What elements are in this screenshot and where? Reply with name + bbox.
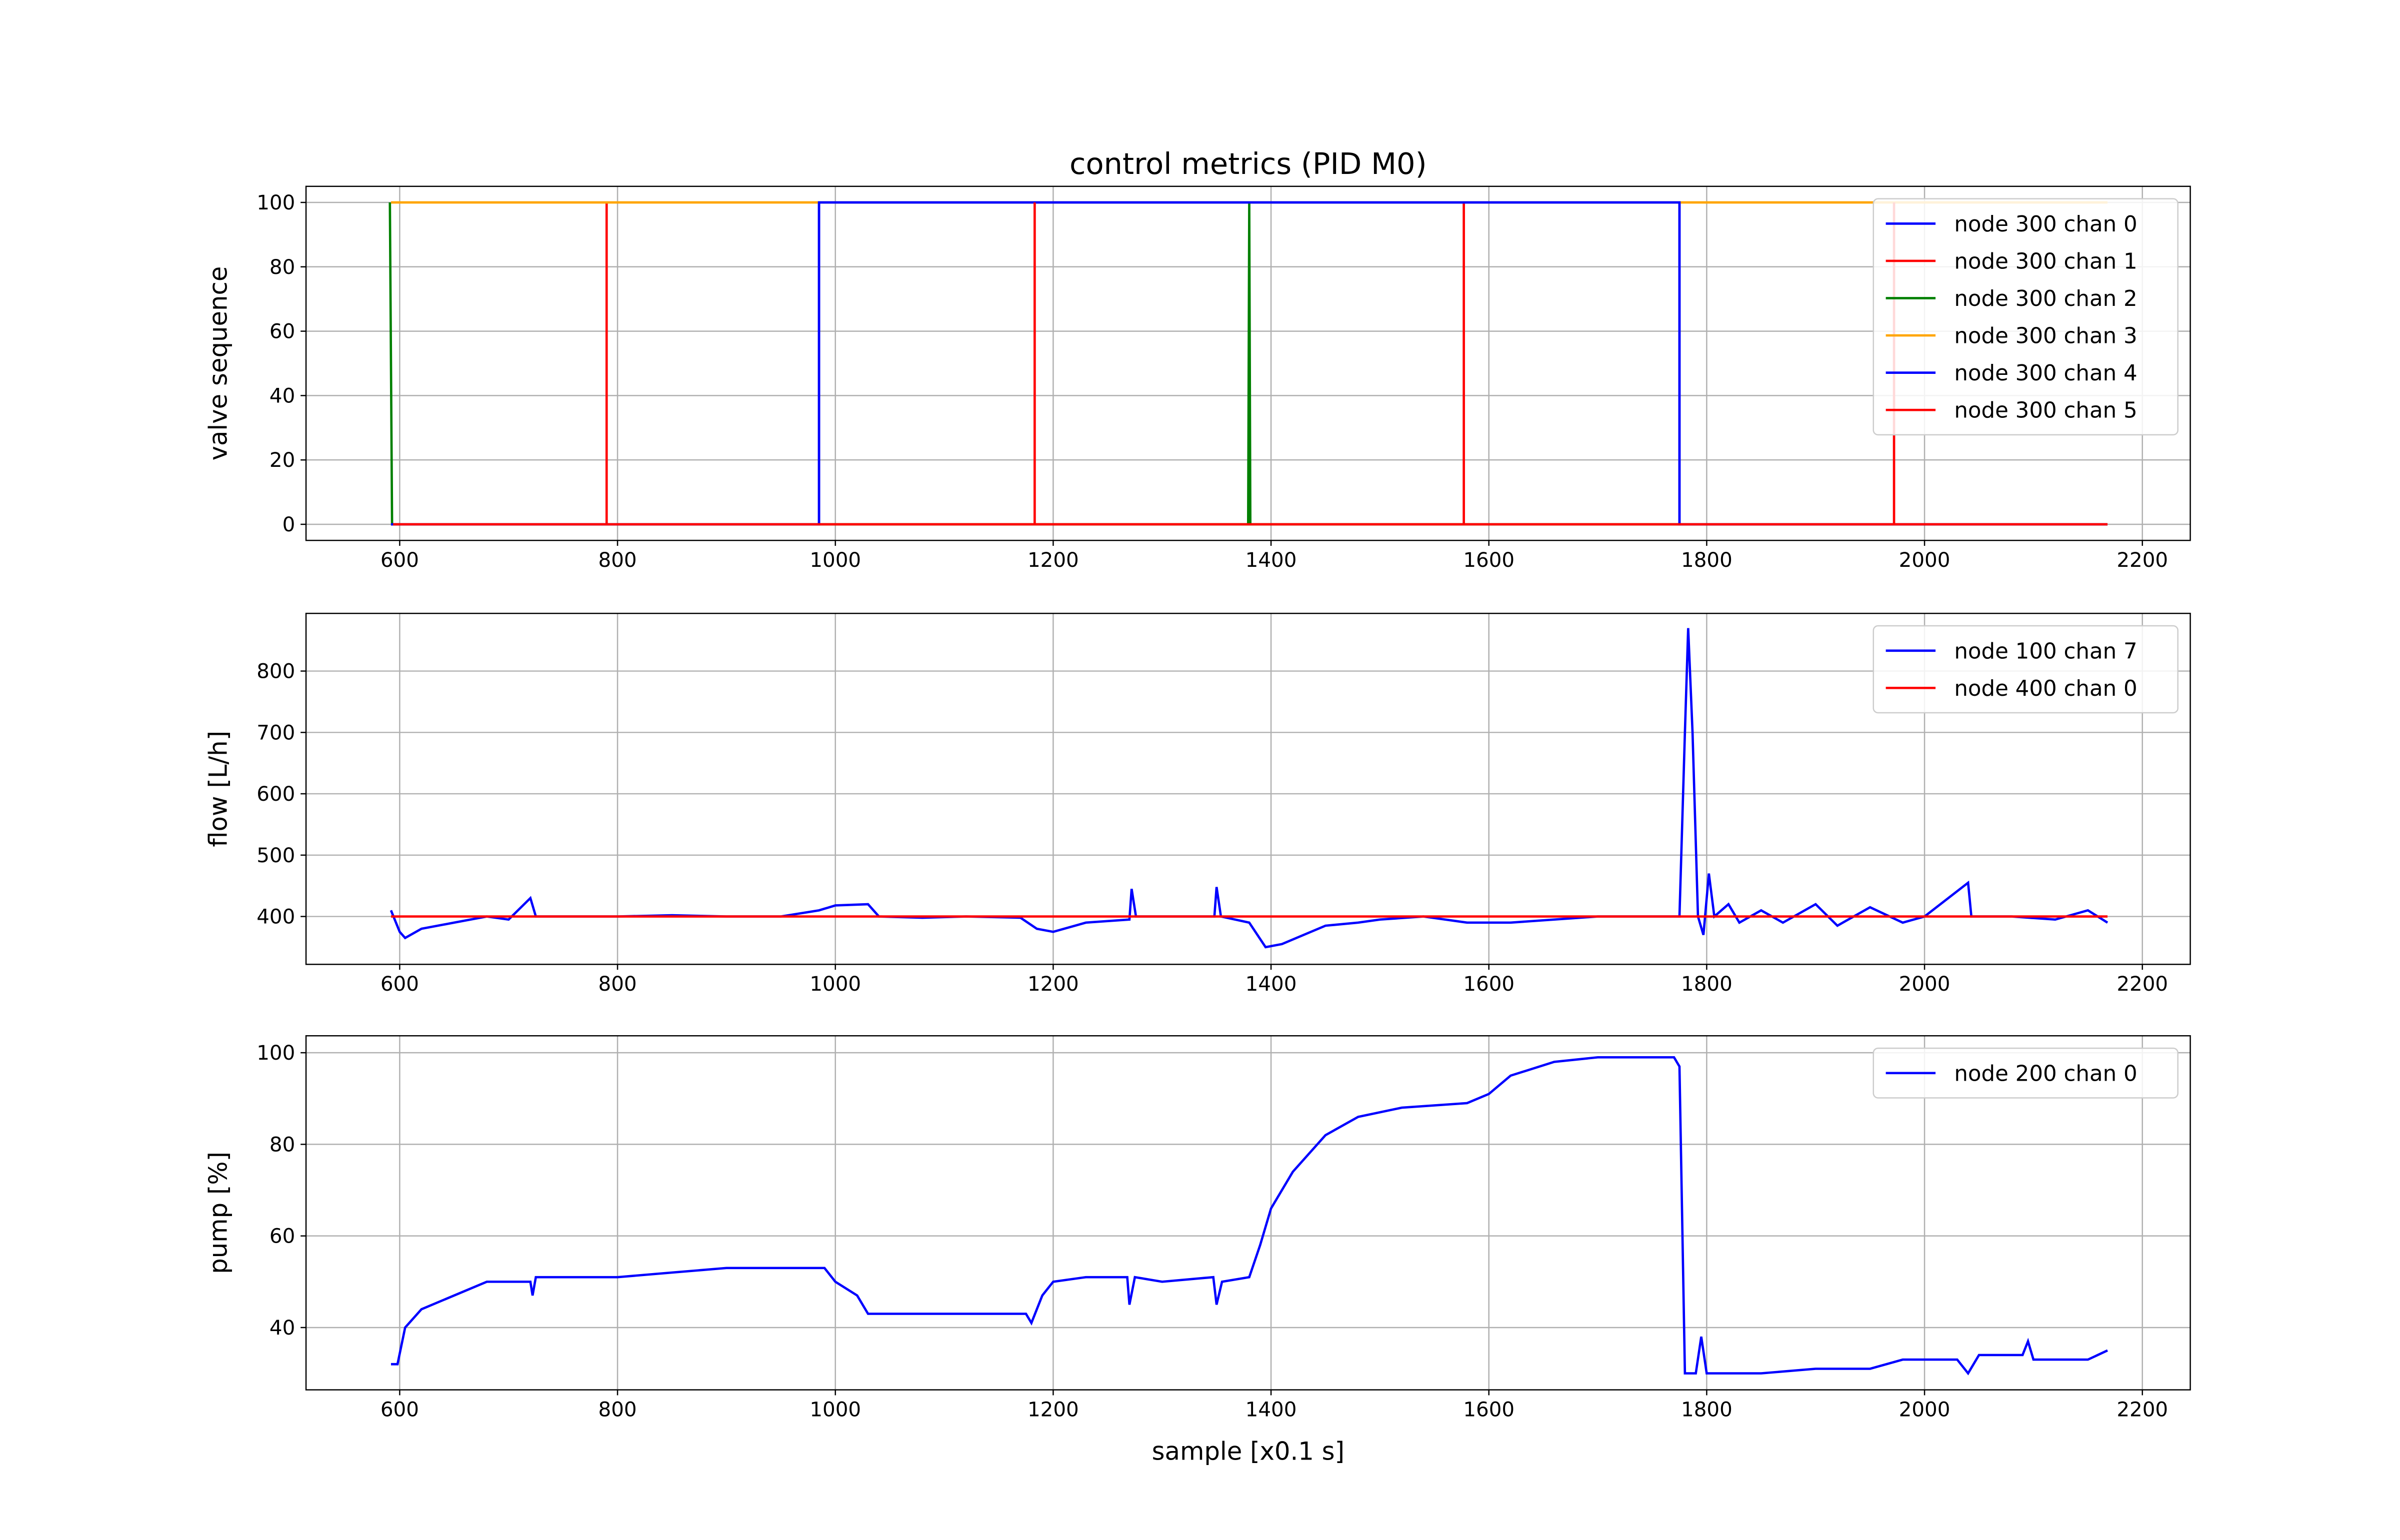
x-tick-label: 1400 — [1246, 972, 1297, 996]
x-tick-label: 1000 — [810, 548, 861, 572]
x-tick-label: 1200 — [1028, 1398, 1079, 1421]
y-tick-label: 40 — [270, 384, 295, 407]
y-axis-label: flow [L/h] — [204, 731, 233, 847]
chart-title: control metrics (PID M0) — [1070, 146, 1427, 181]
y-tick-label: 40 — [270, 1316, 295, 1340]
x-tick-label: 2200 — [2116, 548, 2168, 572]
x-tick-label: 1600 — [1463, 1398, 1514, 1421]
x-tick-label: 1000 — [810, 1398, 861, 1421]
legend-box — [1872, 198, 2178, 436]
x-tick-label: 1600 — [1463, 972, 1514, 996]
y-tick-label: 80 — [270, 1133, 295, 1156]
x-tick-label: 800 — [598, 1398, 637, 1421]
y-tick-label: 800 — [256, 660, 295, 683]
data-line — [390, 1056, 2108, 1376]
legend-label: node 300 chan 2 — [1954, 286, 2137, 311]
y-tick-label: 0 — [282, 513, 296, 536]
x-tick-label: 1800 — [1681, 1398, 1732, 1421]
y-axis-label: pump [%] — [204, 1152, 233, 1274]
plot-frame — [305, 1035, 2191, 1391]
y-tick-label: 60 — [270, 320, 295, 343]
y-tick-label: 100 — [256, 191, 295, 214]
x-tick-label: 600 — [380, 548, 419, 572]
legend-box — [1872, 625, 2178, 714]
x-tick-label: 800 — [598, 972, 637, 996]
legend-label: node 200 chan 0 — [1954, 1061, 2137, 1086]
x-tick-label: 1400 — [1246, 1398, 1297, 1421]
y-tick-label: 80 — [270, 255, 295, 279]
y-tick-label: 60 — [270, 1225, 295, 1248]
x-tick-label: 2000 — [1899, 548, 1950, 572]
y-axis-label: valve sequence — [204, 266, 233, 461]
legend-box — [1872, 1047, 2178, 1099]
x-tick-label: 1000 — [810, 972, 861, 996]
y-tick-label: 100 — [256, 1041, 295, 1065]
x-tick-label: 2000 — [1899, 972, 1950, 996]
legend-label: node 100 chan 7 — [1954, 639, 2137, 664]
y-tick-label: 400 — [256, 905, 295, 929]
legend-label: node 300 chan 1 — [1954, 249, 2137, 274]
x-tick-label: 600 — [380, 972, 419, 996]
y-tick-label: 600 — [256, 782, 295, 806]
legend-label: node 300 chan 4 — [1954, 361, 2137, 386]
x-tick-label: 1800 — [1681, 548, 1732, 572]
y-tick-label: 500 — [256, 844, 295, 867]
x-tick-label: 2200 — [2116, 972, 2168, 996]
x-tick-label: 1600 — [1463, 548, 1514, 572]
legend-label: node 300 chan 3 — [1954, 324, 2137, 349]
legend-label: node 400 chan 0 — [1954, 676, 2137, 701]
y-tick-label: 20 — [270, 448, 295, 472]
x-tick-label: 1400 — [1246, 548, 1297, 572]
y-tick-label: 700 — [256, 721, 295, 744]
plot-frame — [305, 185, 2191, 541]
x-tick-label: 600 — [380, 1398, 419, 1421]
x-tick-label: 1800 — [1681, 972, 1732, 996]
x-axis-label: sample [x0.1 s] — [1152, 1437, 1344, 1466]
data-line — [393, 202, 2108, 526]
x-tick-label: 1200 — [1028, 548, 1079, 572]
legend-label: node 300 chan 5 — [1954, 398, 2137, 423]
x-tick-label: 1200 — [1028, 972, 1079, 996]
x-tick-label: 800 — [598, 548, 637, 572]
plot-frame — [305, 612, 2191, 965]
x-tick-label: 2200 — [2116, 1398, 2168, 1421]
data-line — [390, 628, 2108, 949]
legend-label: node 300 chan 0 — [1954, 212, 2137, 237]
x-tick-label: 2000 — [1899, 1398, 1950, 1421]
